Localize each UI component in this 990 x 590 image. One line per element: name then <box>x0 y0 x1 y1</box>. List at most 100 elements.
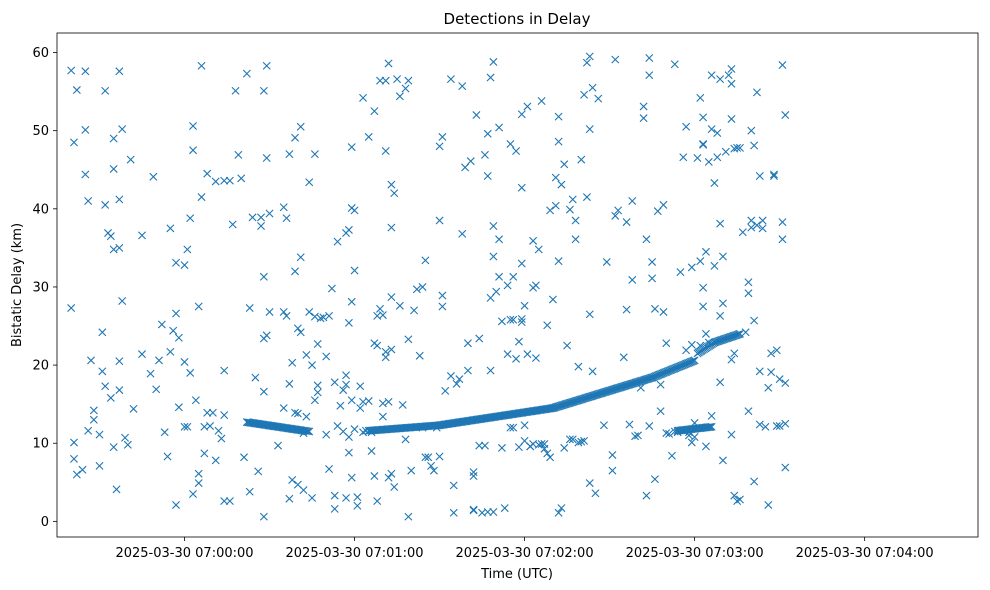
data-point <box>707 411 716 420</box>
data-point <box>483 508 492 516</box>
data-point <box>480 441 489 450</box>
data-point <box>180 261 189 270</box>
data-point <box>435 452 444 461</box>
data-point <box>70 138 78 147</box>
data-point <box>424 453 433 462</box>
data-point <box>622 218 631 227</box>
chart-title: Detections in Delay <box>444 10 591 28</box>
data-point <box>713 129 722 138</box>
data-point <box>446 372 455 381</box>
y-tick-label: 40 <box>32 202 49 217</box>
data-point <box>721 147 730 156</box>
data-point <box>755 420 764 429</box>
data-point <box>512 354 521 363</box>
data-point <box>764 383 773 392</box>
data-point <box>84 197 93 205</box>
data-point <box>248 213 257 222</box>
data-point <box>752 88 761 97</box>
data-point <box>520 421 529 430</box>
data-point <box>237 174 246 183</box>
data-point <box>778 61 787 70</box>
y-tick-label: 0 <box>41 515 49 530</box>
data-point <box>293 324 302 333</box>
data-point <box>642 491 651 500</box>
data-point <box>401 435 410 444</box>
data-point <box>421 453 430 462</box>
data-point <box>169 326 178 335</box>
data-point <box>577 155 586 164</box>
data-point <box>599 421 608 430</box>
y-tick-label: 50 <box>32 124 49 139</box>
data-point <box>115 195 124 204</box>
data-point <box>718 252 727 261</box>
data-point <box>469 505 478 514</box>
data-point <box>376 76 385 85</box>
data-point <box>214 426 223 435</box>
data-point <box>608 466 617 475</box>
data-point <box>350 266 359 275</box>
data-point <box>89 406 98 415</box>
data-point <box>356 382 365 391</box>
data-point <box>707 71 716 80</box>
data-point <box>101 200 110 209</box>
data-point <box>121 433 130 442</box>
data-point <box>458 82 467 91</box>
data-point <box>648 274 657 283</box>
data-point <box>701 247 710 256</box>
data-point <box>234 150 243 159</box>
data-point <box>353 493 362 502</box>
data-point <box>381 147 390 155</box>
data-point <box>495 272 504 281</box>
data-point <box>662 339 671 348</box>
data-point <box>189 490 198 499</box>
data-point <box>95 430 104 439</box>
data-point <box>727 430 736 439</box>
data-point <box>412 285 421 294</box>
data-point <box>704 157 713 166</box>
data-point <box>733 143 742 152</box>
data-point <box>197 61 206 70</box>
data-point <box>497 317 506 326</box>
data-point <box>568 435 577 444</box>
data-point <box>679 153 688 162</box>
data-point <box>710 179 719 188</box>
data-point <box>503 350 512 359</box>
data-point <box>378 399 387 408</box>
data-point <box>257 222 266 230</box>
track-point <box>705 423 714 432</box>
data-point <box>401 84 410 93</box>
data-point <box>310 396 319 405</box>
data-point <box>322 430 331 439</box>
data-point <box>449 481 458 490</box>
data-point <box>707 125 716 134</box>
data-point <box>650 475 659 484</box>
data-point <box>537 96 546 105</box>
data-point <box>211 177 220 186</box>
data-point <box>194 302 203 311</box>
data-point <box>138 231 147 240</box>
data-point <box>489 508 498 516</box>
x-tick-label: 2025-03-30 07:04:00 <box>796 546 934 561</box>
data-point <box>534 245 543 254</box>
data-point <box>186 368 195 377</box>
data-point <box>98 367 107 376</box>
data-point <box>186 214 195 223</box>
data-point <box>387 345 396 354</box>
data-point <box>469 468 478 477</box>
data-point <box>517 315 526 323</box>
data-point <box>682 122 691 131</box>
data-point <box>109 443 118 452</box>
data-point <box>220 411 229 420</box>
data-point <box>557 504 566 513</box>
data-point <box>509 423 518 432</box>
data-point <box>716 75 725 84</box>
data-point <box>325 311 334 320</box>
data-point <box>146 369 155 378</box>
track-point <box>305 427 314 436</box>
data-point <box>531 354 540 363</box>
data-point <box>359 93 368 102</box>
data-point <box>529 236 538 245</box>
data-point <box>619 353 628 362</box>
data-point <box>633 431 642 440</box>
